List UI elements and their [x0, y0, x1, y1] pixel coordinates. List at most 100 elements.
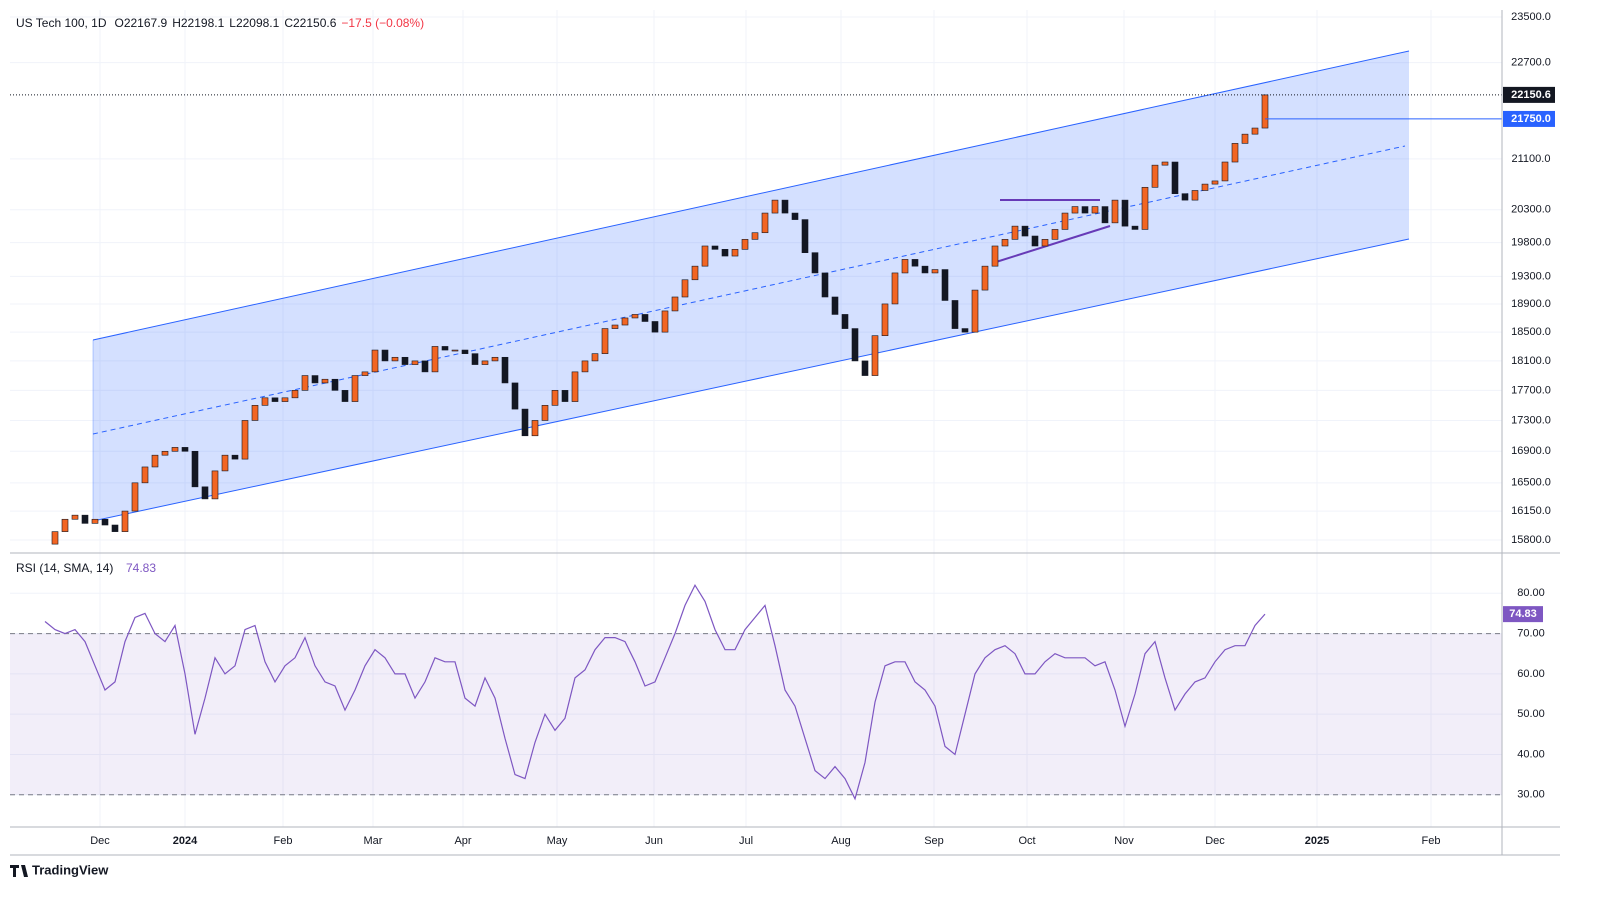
channel-fill: [93, 51, 1409, 521]
x-tick-label: Feb: [1422, 835, 1441, 847]
candle: [471, 353, 479, 365]
candle: [491, 356, 499, 362]
candle: [601, 328, 609, 354]
candle: [351, 375, 359, 402]
candle: [1161, 161, 1169, 166]
candle: [241, 420, 249, 460]
trend-line: [995, 225, 1111, 263]
candle: [631, 314, 639, 319]
candle: [221, 454, 229, 472]
y-tick-label: 18100.0: [1511, 355, 1551, 367]
x-tick-label: Oct: [1018, 835, 1035, 847]
candle: [401, 356, 409, 365]
candle: [791, 212, 799, 220]
y-tick-label: 17300.0: [1511, 414, 1551, 426]
rsi-tick-label: 80.00: [1517, 587, 1545, 599]
candle: [411, 360, 419, 365]
candle: [271, 397, 279, 402]
candle: [821, 272, 829, 298]
candle: [231, 454, 239, 460]
x-tick-label: Dec: [1205, 835, 1225, 847]
x-tick-label: Nov: [1114, 835, 1134, 847]
candle: [161, 450, 169, 456]
x-tick-label: Jun: [645, 835, 663, 847]
candle: [1001, 239, 1009, 247]
x-tick-label: Feb: [274, 835, 293, 847]
candle: [541, 405, 549, 421]
y-tick-label: 19800.0: [1511, 237, 1551, 249]
candle: [671, 296, 679, 312]
candle: [961, 328, 969, 333]
rsi-band: [10, 633, 1502, 795]
candle: [1211, 180, 1219, 185]
legend-value: O22167.9: [115, 16, 168, 30]
rsi-value-label: 74.83: [1509, 608, 1537, 620]
candle: [1241, 133, 1249, 144]
candle: [561, 390, 569, 402]
candle: [1131, 225, 1139, 230]
candle: [1171, 161, 1179, 194]
candle: [741, 239, 749, 250]
candle: [261, 397, 269, 406]
candle: [111, 524, 119, 532]
candle: [341, 390, 349, 402]
candle: [251, 405, 259, 421]
candle: [691, 265, 699, 281]
candle: [701, 245, 709, 267]
candle: [801, 219, 809, 253]
candle: [831, 296, 839, 315]
rsi-tick-label: 70.00: [1517, 627, 1545, 639]
candle: [721, 249, 729, 257]
rsi-tick-label: 60.00: [1517, 668, 1545, 680]
legend-value: L22098.1: [229, 16, 279, 30]
candle: [521, 408, 529, 437]
candle: [361, 371, 369, 376]
candle: [291, 390, 299, 399]
candle: [851, 328, 859, 362]
x-tick-label: 2024: [173, 835, 198, 847]
legend-value: C22150.6: [284, 16, 336, 30]
candle: [1051, 229, 1059, 240]
legend-value: −17.5 (−0.08%): [341, 16, 424, 30]
candle: [281, 397, 289, 402]
candle: [731, 249, 739, 257]
y-tick-label: 20300.0: [1511, 204, 1551, 216]
hline-label: 21750.0: [1511, 113, 1551, 125]
candle: [811, 252, 819, 274]
candle: [681, 279, 689, 298]
candle: [981, 265, 989, 291]
x-tick-label: 2025: [1305, 835, 1329, 847]
candle: [141, 466, 149, 484]
candle: [171, 447, 179, 452]
candle: [1201, 183, 1209, 191]
y-tick-label: 23500.0: [1511, 11, 1551, 23]
y-tick-label: 16900.0: [1511, 445, 1551, 457]
candle: [431, 346, 439, 373]
candle: [1061, 212, 1069, 230]
candle: [921, 265, 929, 274]
last-price-box: [1503, 86, 1555, 103]
plot: [10, 94, 1502, 801]
candle: [871, 335, 879, 376]
rsi-value-box: [1503, 606, 1543, 623]
y-tick-label: 18900.0: [1511, 298, 1551, 310]
candle: [651, 321, 659, 333]
channel-lower: [92, 238, 1410, 522]
candle: [1221, 161, 1229, 182]
candle: [51, 531, 59, 545]
chart-title: US Tech 100, 1D: [16, 16, 107, 30]
rsi-value: 74.83: [126, 561, 156, 575]
candle: [301, 375, 309, 391]
candle: [61, 518, 69, 532]
candle: [391, 356, 399, 362]
y-tick-label: 16150.0: [1511, 505, 1551, 517]
candle: [1181, 193, 1189, 201]
candle: [621, 317, 629, 326]
x-tick-label: May: [547, 835, 568, 847]
candle: [1091, 206, 1099, 214]
candle: [101, 518, 109, 526]
y-tick-label: 22700.0: [1511, 57, 1551, 69]
x-tick-label: Jul: [739, 835, 753, 847]
rsi-line: [44, 583, 1266, 801]
